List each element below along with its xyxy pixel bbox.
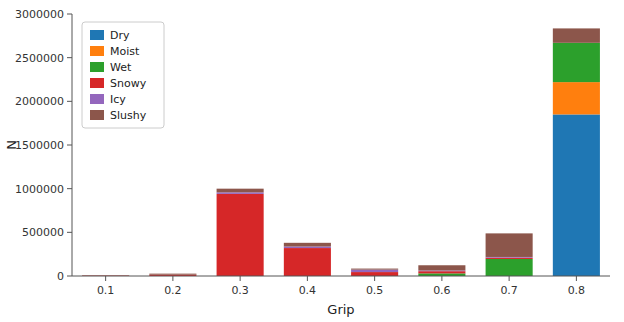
legend-label: Slushy <box>110 109 147 122</box>
y-tick <box>67 101 72 102</box>
x-tick <box>105 276 106 281</box>
y-tick-label: 2000000 <box>15 95 64 108</box>
x-axis-label: Grip <box>327 302 354 317</box>
x-tick-label: 0.8 <box>568 284 586 297</box>
legend-label: Icy <box>110 93 126 106</box>
chart: 0 500000 1000000 1500000 2000000 2500000 30000… <box>0 0 624 322</box>
bar-segment <box>418 271 465 273</box>
x-tick <box>240 276 241 281</box>
legend: Dry Moist Wet Snowy Icy Slushy <box>82 22 164 128</box>
legend-swatch <box>90 94 104 104</box>
y-tick <box>67 57 72 58</box>
bar-segment <box>553 114 600 276</box>
legend-label: Dry <box>110 29 130 42</box>
y-tick <box>67 145 72 146</box>
x-tick-label: 0.2 <box>164 284 182 297</box>
y-axis-label: N <box>4 140 19 150</box>
x-tick-label: 0.3 <box>231 284 249 297</box>
bar-segment <box>553 82 600 114</box>
legend-swatch <box>90 110 104 120</box>
bar-segment <box>284 246 331 248</box>
bar-segment <box>149 274 196 275</box>
y-tick-label: 2500000 <box>15 52 64 65</box>
x-tick <box>509 276 510 281</box>
bar-segment <box>284 243 331 247</box>
legend-label: Moist <box>110 45 140 58</box>
x-tick-label: 0.6 <box>433 284 451 297</box>
y-tick-label: 500000 <box>22 226 64 239</box>
bar-segment <box>553 28 600 42</box>
bar-segment <box>418 265 465 270</box>
y-tick <box>67 276 72 277</box>
bar-segment <box>351 269 398 270</box>
bar-segment <box>486 258 533 259</box>
x-tick <box>441 276 442 281</box>
y-tick <box>67 232 72 233</box>
y-tick-label: 1000000 <box>15 183 64 196</box>
y-tick-label: 3000000 <box>15 8 64 21</box>
bar-segment <box>217 194 264 276</box>
legend-box <box>82 22 164 128</box>
y-axis: 0 500000 1000000 1500000 2000000 2500000 30000… <box>15 8 72 283</box>
x-axis-line <box>72 276 610 277</box>
x-tick-label: 0.7 <box>500 284 518 297</box>
y-tick <box>67 188 72 189</box>
legend-swatch <box>90 62 104 72</box>
y-tick-label: 0 <box>57 270 64 283</box>
x-tick-label: 0.1 <box>97 284 115 297</box>
bar-segment <box>284 248 331 276</box>
x-tick-label: 0.5 <box>366 284 384 297</box>
bar-segment <box>217 192 264 194</box>
y-tick <box>67 14 72 15</box>
bar-segment <box>351 272 398 276</box>
bar-segment <box>486 233 533 257</box>
bar-segment <box>486 259 533 276</box>
x-tick <box>374 276 375 281</box>
x-tick <box>307 276 308 281</box>
bar-segment <box>351 270 398 272</box>
legend-label: Snowy <box>110 77 147 90</box>
x-tick <box>576 276 577 281</box>
y-tick-label: 1500000 <box>15 139 64 152</box>
y-axis-line <box>72 14 73 276</box>
x-tick <box>172 276 173 281</box>
legend-swatch <box>90 30 104 40</box>
legend-swatch <box>90 78 104 88</box>
bar-segment <box>149 274 196 275</box>
x-tick-label: 0.4 <box>299 284 317 297</box>
legend-label: Wet <box>110 61 132 74</box>
x-axis: 0.1 0.2 0.3 0.4 0.5 0.6 0.7 0.8 <box>97 276 585 297</box>
bar-segment <box>553 43 600 82</box>
legend-swatch <box>90 46 104 56</box>
bar-segment <box>217 189 264 193</box>
